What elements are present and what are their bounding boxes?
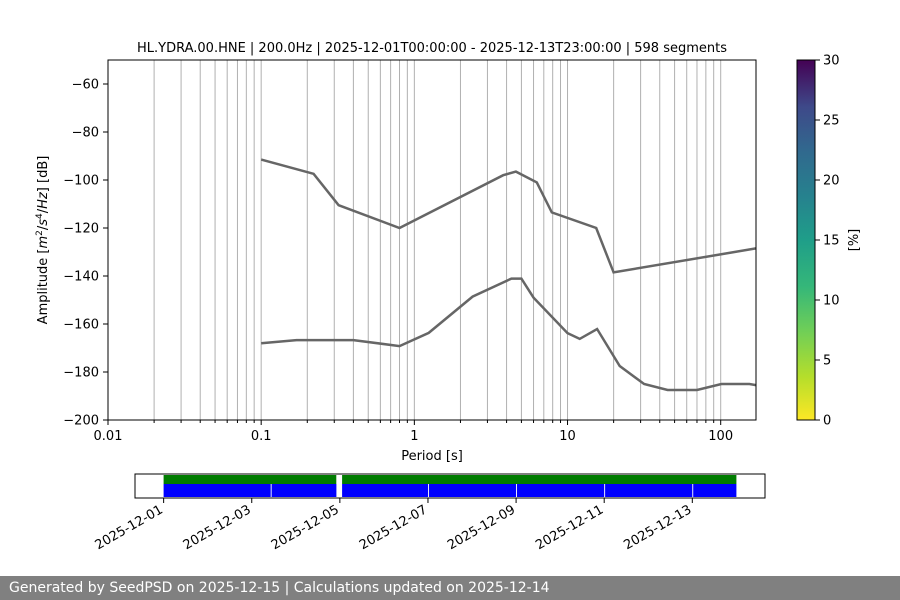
colorbar-label: [%]: [847, 229, 862, 252]
y-tick-label: −120: [63, 222, 99, 237]
x-tick-label: 0.01: [94, 429, 123, 444]
colorbar-tick-label: 5: [823, 354, 831, 369]
x-tick-label: 10: [559, 429, 576, 444]
grid-lines: [153, 60, 722, 420]
data-availability-segment: [342, 475, 737, 484]
timeline-date-label: 2025-12-05: [269, 502, 342, 553]
colorbar-tick-label: 15: [823, 234, 840, 249]
timeline-date-label: 2025-12-11: [533, 502, 606, 553]
psd-segment: [163, 484, 271, 497]
timeline-date-label: 2025-12-03: [181, 502, 254, 553]
psd-segment: [342, 484, 428, 497]
data-availability-segment: [163, 475, 337, 484]
y-tick-label: −180: [63, 366, 99, 381]
colorbar-ticks: 0 5 10 15 20 25 30: [815, 54, 840, 429]
colorbar-tick-label: 25: [823, 114, 840, 129]
low-noise-model-line: [261, 277, 756, 392]
footer-text: Generated by SeedPSD on 2025-12-15 | Cal…: [9, 580, 550, 596]
colorbar: [796, 59, 816, 421]
y-tick-label: −80: [72, 126, 99, 141]
timeline-segments: [163, 475, 737, 497]
chart-title: HL.YDRA.00.HNE | 200.0Hz | 2025-12-01T00…: [137, 41, 727, 56]
timeline-date-ticks: 2025-12-01 2025-12-03 2025-12-05 2025-12-07…: [93, 498, 694, 553]
psd-segment: [428, 484, 517, 497]
plot-frame: [107, 59, 757, 421]
timeline-date-label: 2025-12-07: [357, 502, 430, 553]
y-tick-label: −200: [63, 414, 99, 429]
timeline-date-label: 2025-12-09: [445, 502, 518, 553]
x-tick-label: 1: [410, 429, 418, 444]
x-axis-label: Period [s]: [401, 449, 463, 464]
y-axis-label: Amplitude [m2/s4/Hz] [dB]: [35, 156, 51, 325]
colorbar-tick-label: 0: [823, 414, 831, 429]
timeline-date-label: 2025-12-01: [93, 502, 166, 553]
high-noise-model-line: [260, 158, 756, 274]
y-tick-label: −160: [63, 318, 99, 333]
psd-segment: [517, 484, 605, 497]
y-tick-label: −60: [72, 78, 99, 93]
y-tick-label: −140: [63, 270, 99, 285]
colorbar-tick-label: 30: [823, 54, 840, 69]
colorbar-tick-label: 20: [823, 174, 840, 189]
x-tick-label: 0.1: [251, 429, 272, 444]
psd-segment: [693, 484, 737, 497]
psd-segment: [605, 484, 693, 497]
y-axis-ticks: −200 −180 −160 −140 −120 −100 −80 −60: [63, 78, 108, 429]
y-tick-label: −100: [63, 174, 99, 189]
footer-bar: Generated by SeedPSD on 2025-12-15 | Cal…: [0, 576, 900, 600]
x-tick-label: 100: [708, 429, 733, 444]
colorbar-tick-label: 10: [823, 294, 840, 309]
x-axis-ticks: 0.01 0.1 1 10 100: [94, 420, 733, 444]
timeline-date-label: 2025-12-13: [621, 502, 694, 553]
psd-segment: [271, 484, 337, 497]
